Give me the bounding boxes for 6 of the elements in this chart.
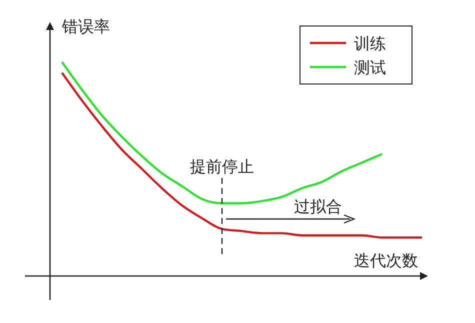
legend-label: 训练 <box>354 34 386 53</box>
x-axis-title: 迭代次数 <box>354 251 418 270</box>
legend-label: 测试 <box>354 58 386 77</box>
y-axis-title: 错误率 <box>61 17 110 36</box>
annotation: 提前停止 <box>190 157 254 176</box>
annotation: 过拟合 <box>294 197 342 216</box>
